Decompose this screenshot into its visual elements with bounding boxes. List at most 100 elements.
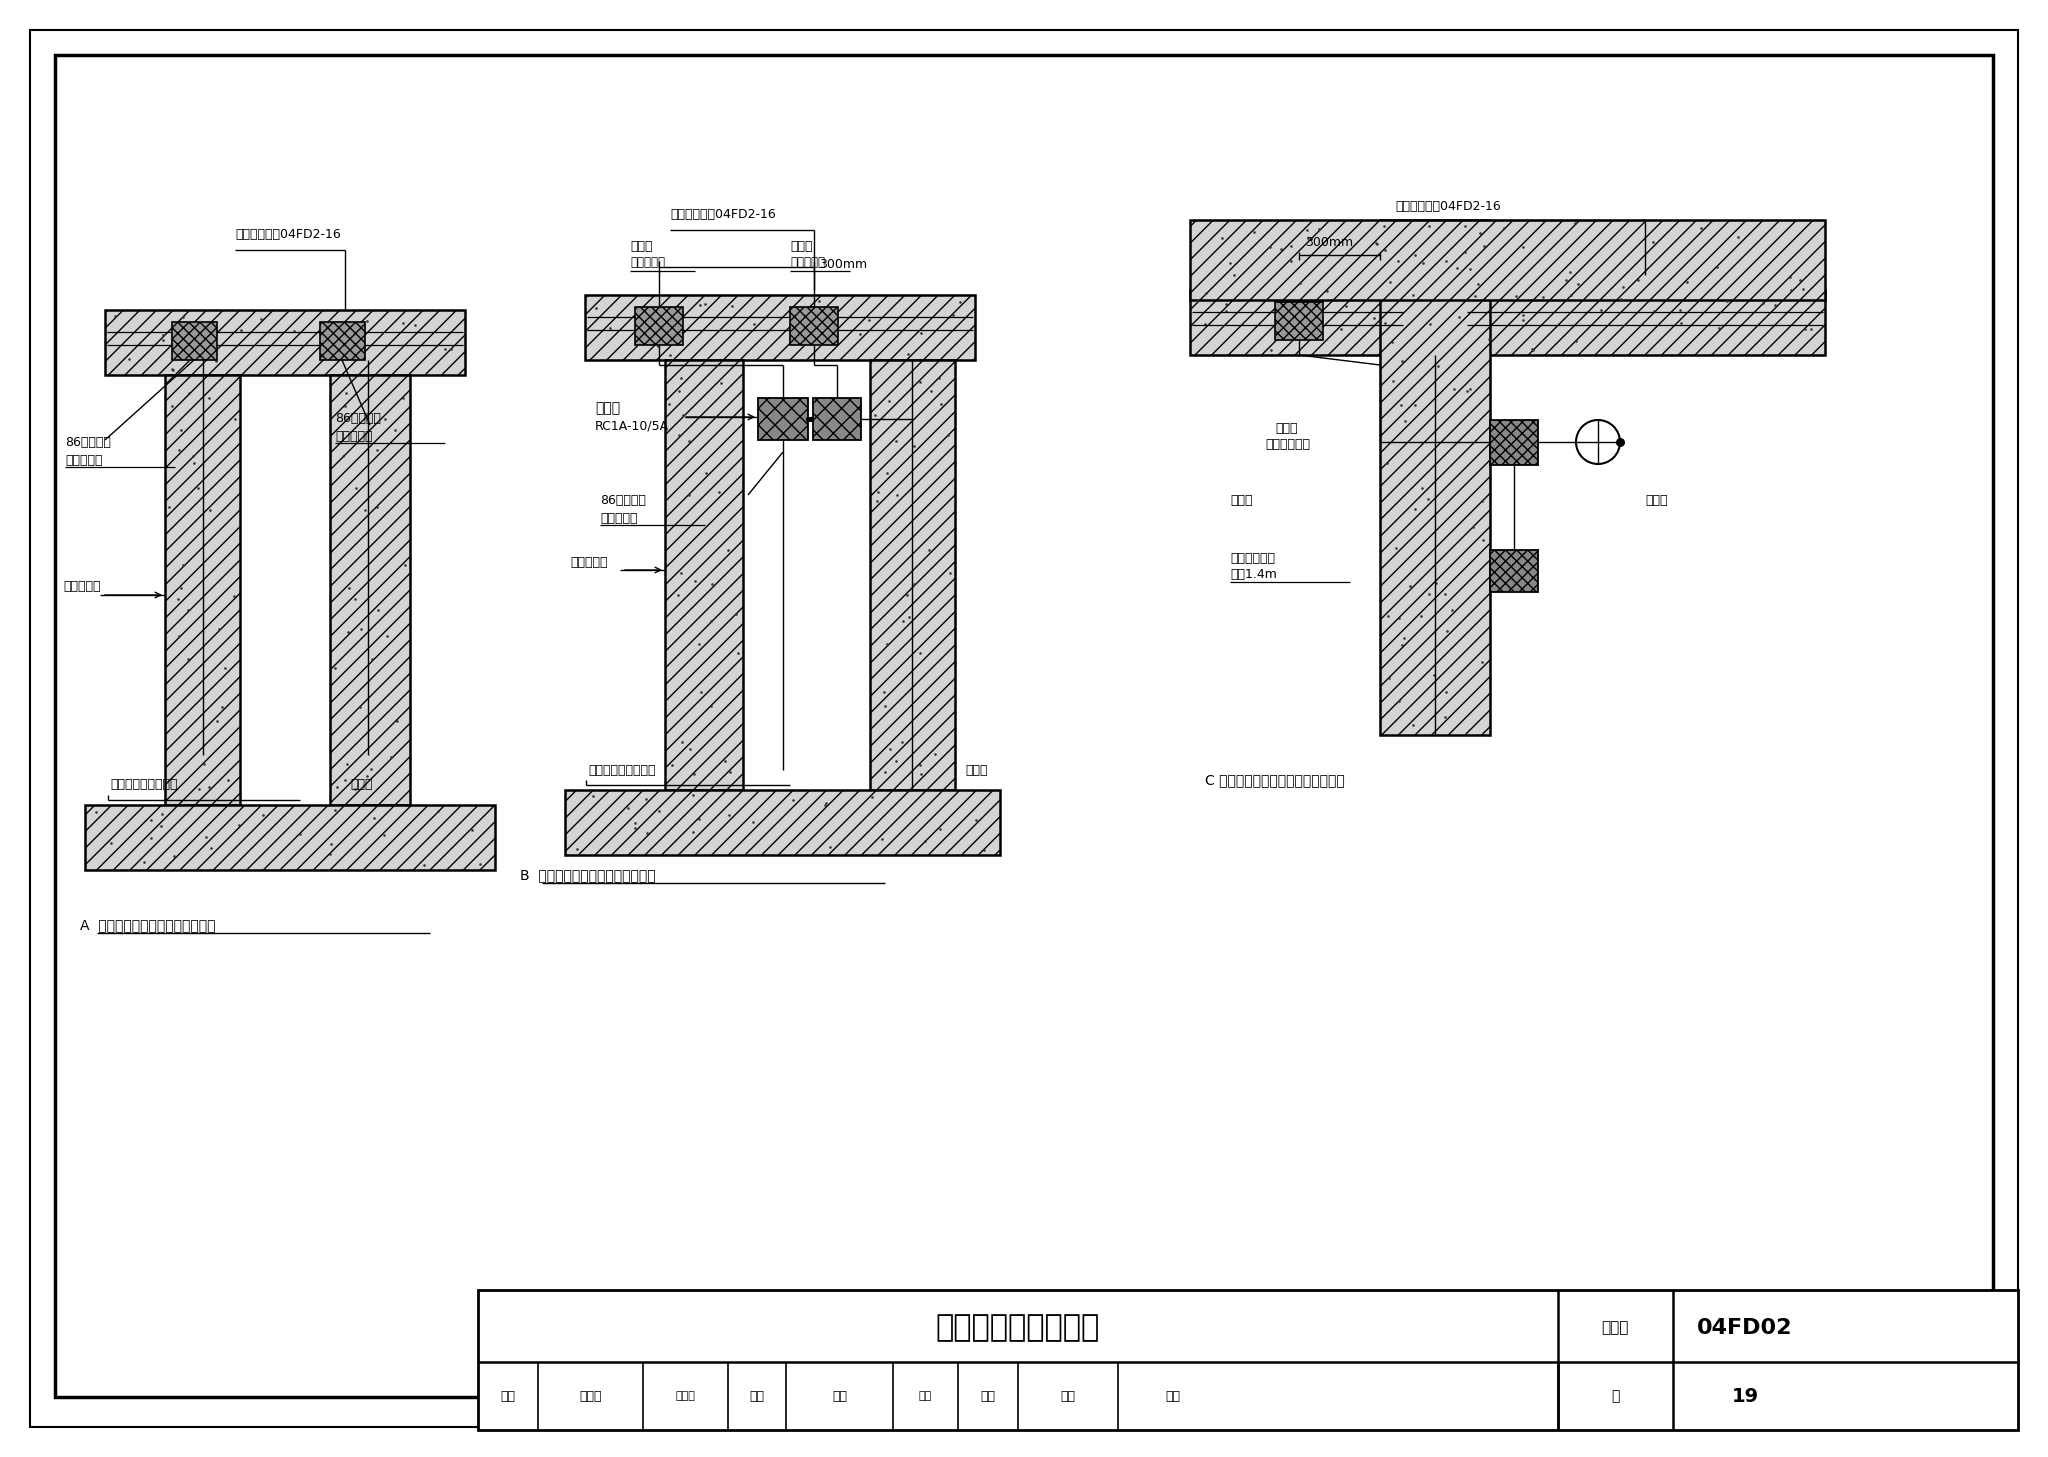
Point: [94, 832, 127, 855]
Point: [147, 323, 180, 347]
Text: 300mm: 300mm: [819, 258, 866, 271]
Point: [342, 337, 375, 360]
Point: [354, 758, 387, 781]
Point: [1507, 236, 1540, 259]
Point: [705, 372, 737, 395]
Point: [897, 434, 930, 457]
Text: 86型接线盒: 86型接线盒: [66, 436, 111, 449]
Point: [428, 338, 461, 361]
Point: [317, 657, 350, 680]
Point: [1722, 224, 1755, 248]
Point: [1399, 497, 1432, 520]
Point: [1182, 290, 1214, 313]
Point: [1430, 705, 1462, 728]
Point: [1284, 271, 1317, 294]
Point: [217, 584, 250, 608]
Point: [1368, 312, 1401, 335]
Point: [1608, 275, 1640, 299]
Point: [1292, 226, 1325, 249]
Point: [903, 753, 936, 777]
Text: 300mm: 300mm: [1305, 236, 1354, 249]
Point: [1454, 258, 1487, 281]
Point: [631, 822, 664, 845]
Point: [1378, 536, 1411, 559]
Point: [1217, 264, 1249, 287]
Point: [360, 439, 393, 462]
Point: [1554, 283, 1587, 306]
Point: [862, 481, 895, 504]
Point: [313, 842, 346, 865]
Point: [1374, 271, 1407, 294]
Point: [340, 476, 373, 500]
Point: [113, 348, 145, 372]
Point: [809, 793, 842, 816]
Point: [211, 769, 244, 793]
Bar: [791, 307, 838, 345]
Point: [1559, 329, 1591, 353]
Bar: [635, 307, 682, 345]
Point: [1638, 299, 1671, 322]
Point: [1460, 272, 1493, 296]
Bar: [586, 294, 975, 360]
Point: [715, 294, 748, 318]
Point: [1466, 490, 1499, 513]
Point: [1516, 338, 1548, 361]
Point: [1559, 211, 1591, 235]
Point: [164, 577, 197, 600]
Point: [713, 803, 745, 826]
Point: [868, 694, 901, 717]
Point: [1507, 309, 1540, 332]
Point: [932, 424, 965, 447]
Text: 罗批: 罗批: [920, 1391, 932, 1402]
Point: [709, 750, 741, 774]
Point: [1368, 214, 1401, 237]
Point: [1604, 287, 1636, 310]
Point: [193, 775, 225, 798]
Point: [618, 816, 651, 839]
Point: [885, 731, 918, 755]
Point: [1399, 393, 1432, 417]
Point: [387, 312, 420, 335]
Text: 灯头盒: 灯头盒: [791, 240, 813, 254]
Point: [666, 561, 698, 584]
Point: [389, 554, 422, 577]
Point: [1774, 265, 1806, 288]
Point: [887, 609, 920, 632]
Point: [807, 316, 840, 339]
Point: [434, 337, 467, 360]
Point: [1405, 605, 1438, 628]
Point: [1386, 627, 1419, 650]
Point: [852, 307, 885, 331]
Point: [1212, 252, 1245, 275]
Point: [891, 583, 924, 606]
Point: [1274, 249, 1307, 272]
Point: [702, 481, 735, 504]
Point: [662, 583, 694, 606]
Text: 审核: 审核: [500, 1390, 516, 1403]
Point: [1700, 255, 1733, 278]
Text: 做密闭封堵: 做密闭封堵: [631, 256, 666, 270]
Point: [397, 313, 430, 337]
Point: [1702, 316, 1735, 339]
Text: 做密闭封堵: 做密闭封堵: [791, 256, 825, 270]
Point: [1776, 278, 1808, 302]
Point: [1759, 293, 1792, 316]
Point: [1206, 226, 1239, 249]
Point: [1784, 268, 1817, 291]
Bar: [1491, 420, 1538, 465]
Point: [330, 752, 362, 775]
Point: [922, 366, 954, 389]
Point: [332, 577, 365, 600]
Point: [1370, 452, 1403, 475]
Point: [881, 430, 913, 453]
Point: [618, 812, 651, 835]
Point: [162, 439, 195, 462]
Point: [283, 822, 315, 845]
Text: 距地1.4m: 距地1.4m: [1231, 568, 1276, 581]
Point: [178, 452, 211, 475]
Point: [195, 836, 227, 860]
Point: [1794, 318, 1827, 341]
Point: [629, 787, 662, 810]
Point: [166, 305, 199, 328]
Point: [737, 810, 770, 833]
